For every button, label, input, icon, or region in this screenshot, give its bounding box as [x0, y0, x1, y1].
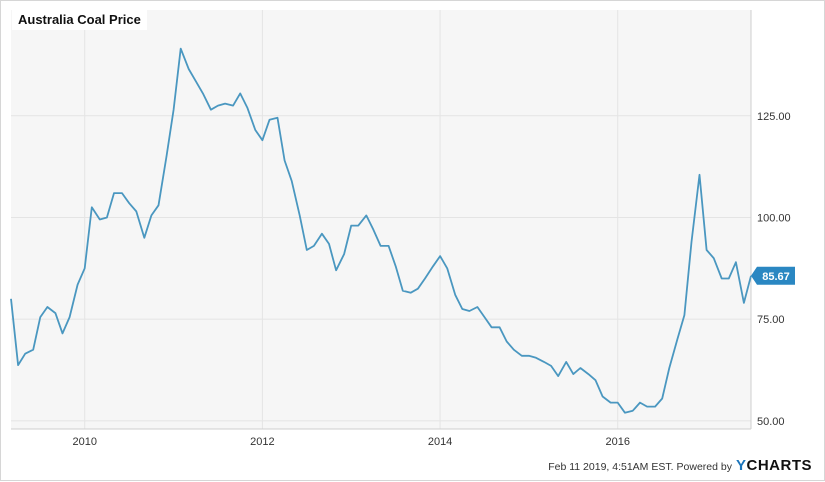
- y-tick-label: 100.00: [757, 212, 791, 224]
- x-tick-label: 2014: [428, 436, 452, 448]
- last-value-badge-shape: [751, 266, 795, 285]
- y-tick-label: 125.00: [757, 111, 791, 123]
- x-axis-ticks: 2010 2012 2014 2016: [72, 436, 629, 448]
- x-tick-label: 2012: [250, 436, 274, 448]
- plot-area: [11, 10, 751, 429]
- vertical-gridlines: [84, 10, 619, 429]
- y-tick-label: 75.00: [757, 314, 785, 326]
- last-value-label: 85.67: [762, 271, 790, 283]
- ycharts-logo-y: Y: [735, 457, 747, 474]
- ycharts-logo-rest: CHARTS: [746, 457, 812, 474]
- timestamp-text: Feb 11 2019, 4:51AM EST.: [548, 461, 674, 473]
- ycharts-logo[interactable]: YCHARTS: [736, 457, 812, 474]
- last-value-badge: 85.67: [751, 266, 795, 285]
- y-tick-label: 50.00: [757, 416, 785, 428]
- series-line: [10, 47, 752, 414]
- chart-title: Australia Coal Price: [12, 10, 147, 30]
- horizontal-gridlines: [11, 115, 751, 422]
- x-tick-label: 2016: [606, 436, 630, 448]
- x-tick-label: 2010: [72, 436, 96, 448]
- powered-by-text: Powered by: [676, 461, 732, 473]
- y-axis-ticks: 50.00 75.00 100.00 125.00: [757, 111, 791, 428]
- footer: Feb 11 2019, 4:51AM EST. Powered by YCHA…: [548, 457, 812, 474]
